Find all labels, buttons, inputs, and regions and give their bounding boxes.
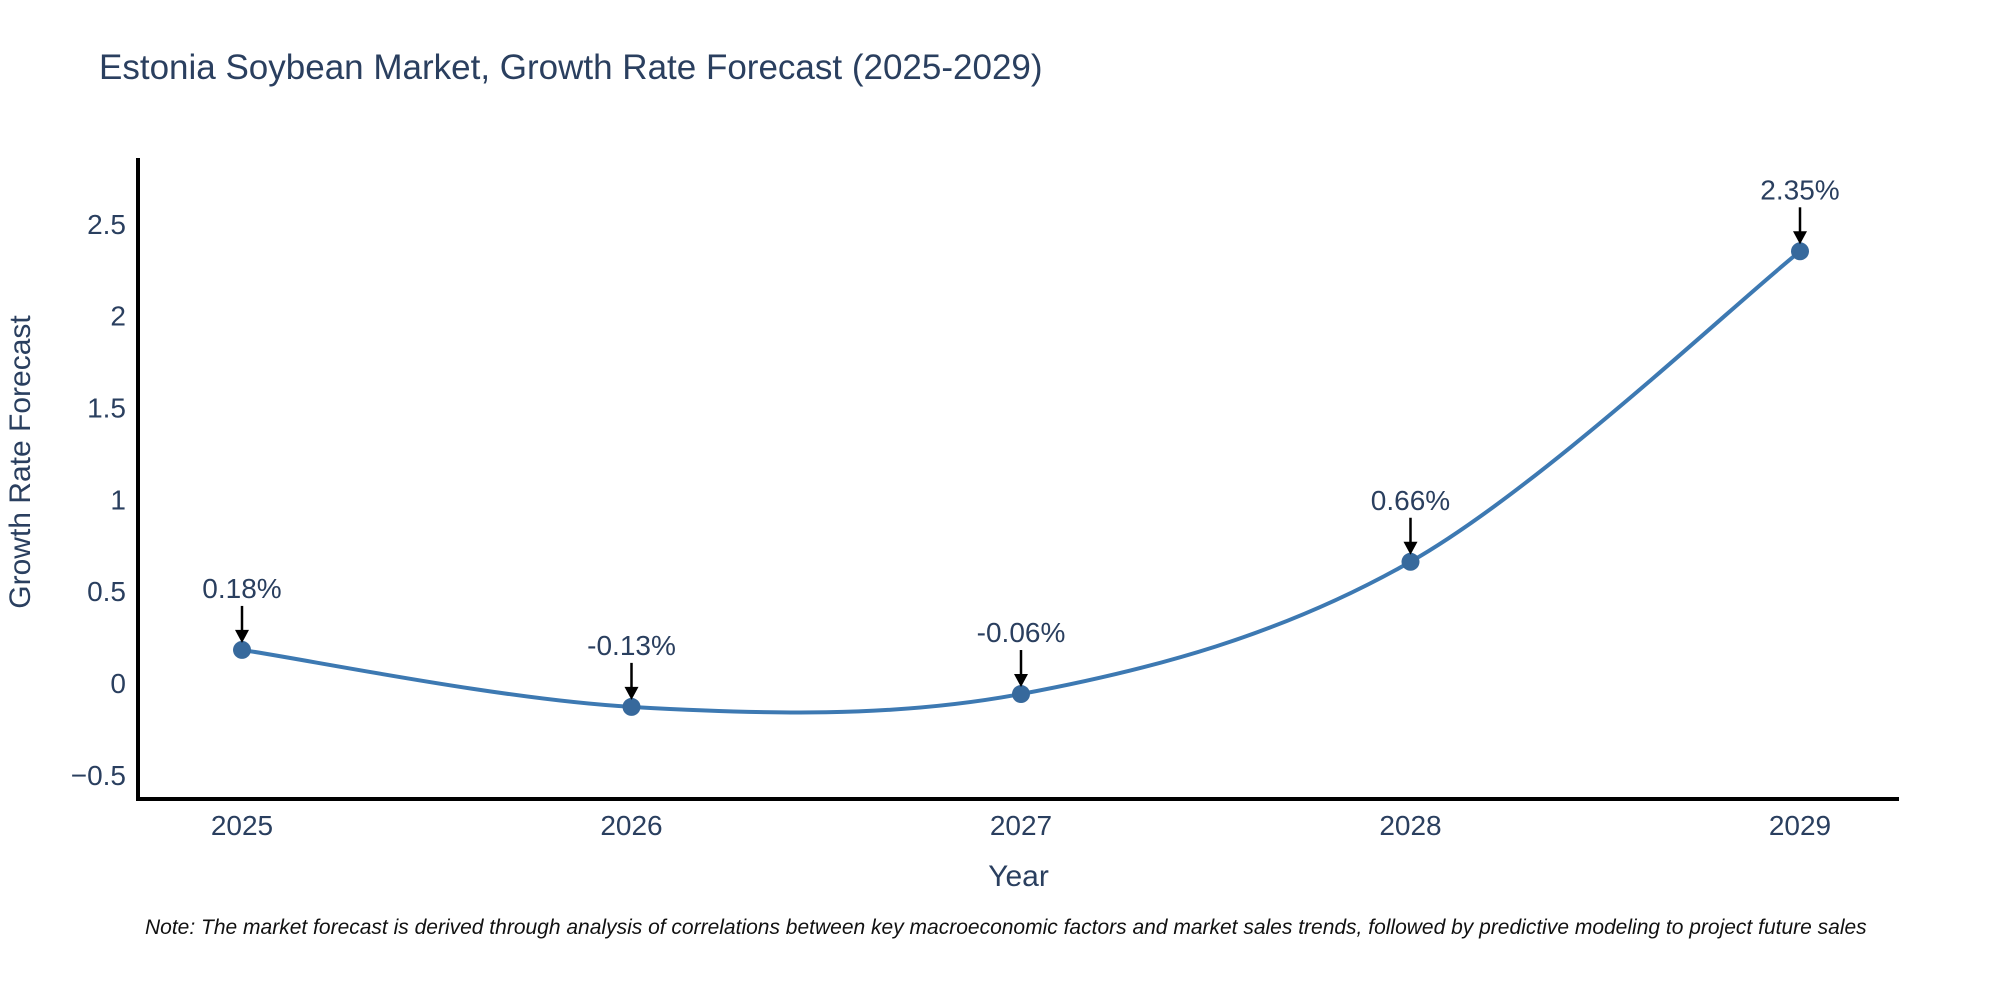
forecast-line bbox=[240, 249, 1802, 715]
data-point-label: -0.13% bbox=[587, 630, 676, 661]
x-tick-label: 2028 bbox=[1379, 810, 1441, 841]
x-tick-label: 2029 bbox=[1769, 810, 1831, 841]
data-point-label: 2.35% bbox=[1760, 174, 1839, 205]
x-axis-title: Year bbox=[988, 860, 1049, 893]
y-tick-label: −0.5 bbox=[71, 760, 126, 791]
data-point-marker bbox=[1401, 552, 1420, 571]
data-point-label: 0.18% bbox=[202, 573, 281, 604]
y-axis-title: Growth Rate Forecast bbox=[4, 315, 37, 609]
chart-title: Estonia Soybean Market, Growth Rate Fore… bbox=[99, 48, 1043, 87]
data-point-label: -0.06% bbox=[977, 617, 1066, 648]
data-point-marker bbox=[622, 697, 641, 716]
y-tick-label: 0 bbox=[110, 668, 126, 699]
footnote: Note: The market forecast is derived thr… bbox=[145, 916, 1867, 939]
y-tick-label: 1 bbox=[110, 484, 126, 515]
x-tick-label: 2026 bbox=[600, 810, 662, 841]
data-point-label: 0.66% bbox=[1371, 485, 1450, 516]
y-tick-label: 1.5 bbox=[87, 392, 126, 423]
annotation-arrowhead bbox=[1014, 674, 1028, 688]
annotation-arrowhead bbox=[624, 686, 639, 700]
data-point-marker bbox=[233, 640, 251, 659]
y-tick-label: 0.5 bbox=[87, 576, 126, 607]
y-tick-label: 2 bbox=[110, 301, 126, 332]
y-tick-label: 2.5 bbox=[87, 209, 126, 240]
x-tick-label: 2025 bbox=[211, 810, 273, 841]
annotation-arrowhead bbox=[235, 629, 249, 643]
x-tick-label: 2027 bbox=[990, 810, 1052, 841]
annotation-arrowhead bbox=[1403, 541, 1418, 555]
annotation-arrowhead bbox=[1793, 231, 1807, 245]
data-point-marker bbox=[1791, 242, 1809, 261]
data-point-marker bbox=[1012, 685, 1030, 704]
